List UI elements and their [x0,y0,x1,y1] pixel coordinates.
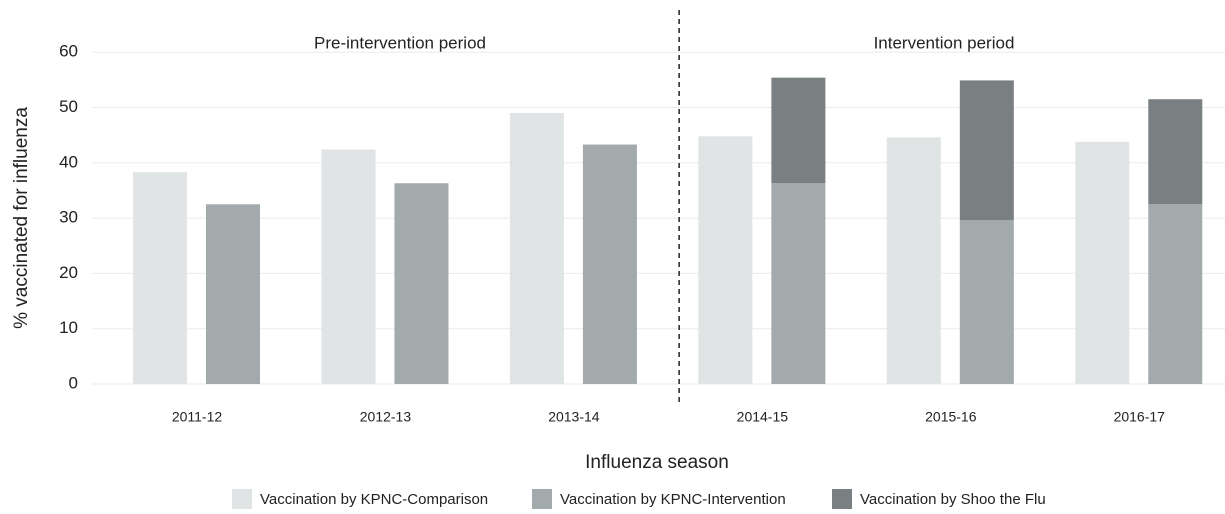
y-tick-label: 0 [69,373,78,392]
legend-label: Vaccination by KPNC-Comparison [260,491,488,508]
legend-label: Vaccination by Shoo the Flu [860,491,1046,508]
bar [394,183,449,384]
x-tick-label: 2011-12 [172,409,223,425]
y-axis-label: % vaccinated for influenza [11,107,32,329]
bar [321,149,376,384]
x-tick-label: 2014-15 [737,409,789,425]
x-tick-label: 2016-17 [1114,409,1166,425]
y-tick-label: 50 [59,97,78,116]
bar [959,220,1014,384]
x-tick-label: 2012-13 [360,409,412,425]
bar [886,137,941,384]
y-tick-label: 10 [59,318,78,337]
bar [698,136,753,384]
annotation: Intervention period [874,33,1015,52]
bar [771,77,826,184]
y-tick-label: 60 [59,42,78,61]
bar [959,80,1014,221]
legend-label: Vaccination by KPNC-Intervention [560,491,786,508]
bar [509,113,564,384]
bar [206,204,260,384]
annotation: Pre-intervention period [314,33,486,52]
x-axis-label: Influenza season [585,452,729,473]
bar [771,183,826,384]
y-tick-label: 40 [59,152,78,171]
bar [1075,141,1130,384]
bar [1148,99,1203,205]
x-tick-label: 2015-16 [925,409,977,425]
y-tick-label: 30 [59,208,78,227]
legend-swatch [532,489,552,509]
legend-swatch [232,489,252,509]
x-tick-label: 2013-14 [548,409,600,425]
bar [582,144,637,384]
y-tick-label: 20 [59,263,78,282]
bar [133,172,187,384]
bar [1148,204,1203,384]
legend-swatch [832,489,852,509]
